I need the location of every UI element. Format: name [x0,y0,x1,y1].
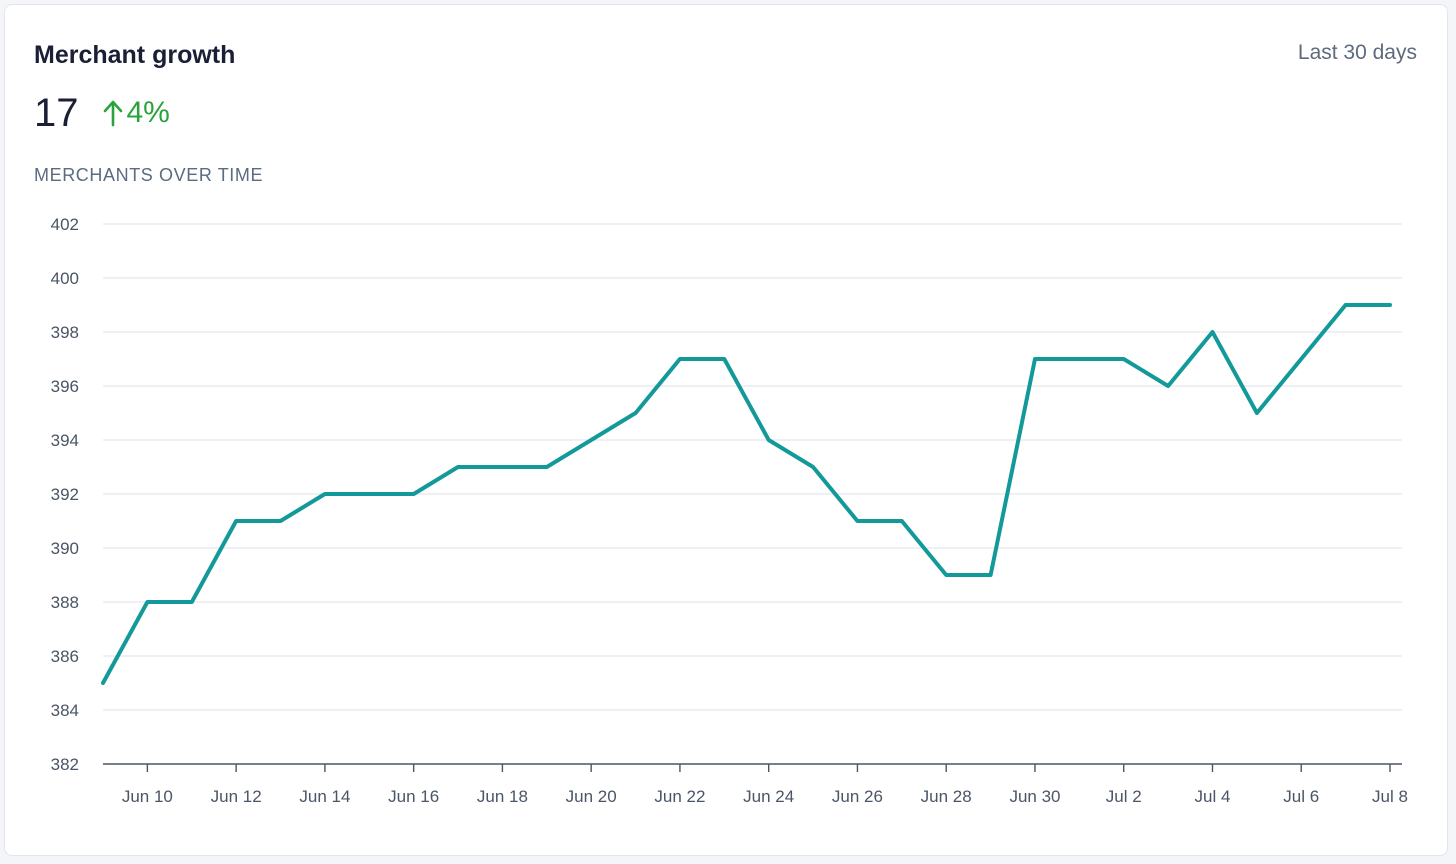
y-tick-label: 386 [51,647,79,666]
data-point[interactable] [408,488,420,500]
x-tick-label: Jun 18 [477,787,528,806]
y-tick-label: 400 [51,269,79,288]
data-point[interactable] [1073,353,1085,365]
date-range-label[interactable]: Last 30 days [1297,41,1417,64]
data-point[interactable] [186,596,198,608]
data-point[interactable] [1295,353,1307,365]
x-tick-label: Jul 2 [1106,787,1142,806]
y-tick-label: 396 [51,377,79,396]
x-tick-label: Jun 10 [122,787,173,806]
y-tick-label: 392 [51,485,79,504]
data-point[interactable] [319,488,331,500]
data-point[interactable] [807,461,819,473]
y-tick-label: 398 [51,323,79,342]
data-point[interactable] [718,353,730,365]
data-point[interactable] [763,434,775,446]
grid-lines [103,223,1402,711]
data-point[interactable] [97,677,109,689]
x-tick-label: Jun 24 [743,787,794,806]
data-point[interactable] [1206,326,1218,338]
x-tick-label: Jul 6 [1283,787,1319,806]
x-tick-label: Jul 8 [1372,787,1408,806]
x-axis-ticks: Jun 10 Jun 12 Jun 14 Jun 16 Jun 18 Jun 20 Jun … [122,764,1408,806]
y-tick-label: 384 [51,701,79,720]
data-point[interactable] [363,488,375,500]
series-line[interactable] [101,303,1392,685]
x-tick-label: Jun 20 [566,787,617,806]
x-tick-label: Jun 16 [388,787,439,806]
data-point[interactable] [674,353,686,365]
data-point[interactable] [1340,299,1352,311]
data-point[interactable] [896,515,908,527]
data-point[interactable] [985,569,997,581]
merchant-growth-card: Merchant growth Last 30 days 17 4% MERCH… [4,4,1448,856]
data-point[interactable] [541,461,553,473]
x-tick-label: Jun 14 [299,787,350,806]
x-tick-label: Jun 26 [832,787,883,806]
arrow-up-icon [103,100,122,127]
y-tick-label: 388 [51,593,79,612]
data-point[interactable] [1384,299,1396,311]
x-tick-label: Jun 30 [1009,787,1060,806]
data-point[interactable] [851,515,863,527]
x-tick-label: Jun 28 [921,787,972,806]
series-layer [97,299,1396,689]
data-point[interactable] [1251,407,1263,419]
chart-section-label: MERCHANTS OVER TIME [34,165,264,185]
y-axis-ticks: 382 384 386 388 390 392 394 396 398 400 402 [51,215,79,774]
data-point[interactable] [1029,353,1041,365]
y-tick-label: 394 [51,431,79,450]
data-point[interactable] [275,515,287,527]
data-point[interactable] [230,515,242,527]
data-point[interactable] [496,461,508,473]
data-point[interactable] [1118,353,1130,365]
data-point[interactable] [940,569,952,581]
data-point[interactable] [141,596,153,608]
card-title: Merchant growth [34,41,236,69]
data-point[interactable] [452,461,464,473]
metric-change-value: 4% [126,96,170,129]
data-point[interactable] [1162,380,1174,392]
metric-change: 4% [103,89,170,137]
metric-row: 17 4% [34,89,170,137]
y-tick-label: 382 [51,755,79,774]
data-point[interactable] [585,434,597,446]
y-tick-label: 402 [51,215,79,234]
y-tick-label: 390 [51,539,79,558]
data-point[interactable] [630,407,642,419]
metric-value: 17 [34,91,79,135]
x-tick-label: Jul 4 [1195,787,1231,806]
x-tick-label: Jun 12 [211,787,262,806]
x-tick-label: Jun 22 [654,787,705,806]
